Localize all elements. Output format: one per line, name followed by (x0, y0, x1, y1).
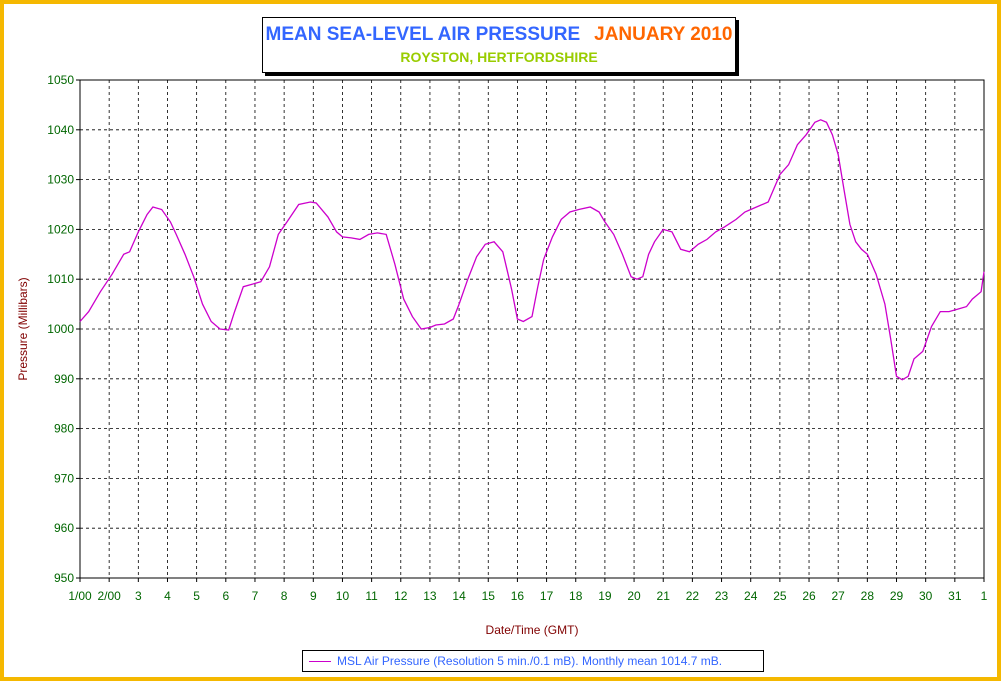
legend: MSL Air Pressure (Resolution 5 min./0.1 … (302, 650, 764, 672)
y-tick-label: 1050 (47, 73, 74, 87)
x-tick-label: 6 (222, 589, 229, 603)
title-box: MEAN SEA-LEVEL AIR PRESSURE JANUARY 2010 … (262, 17, 736, 73)
y-tick-label: 960 (54, 521, 74, 535)
x-axis-ticks: 1/00 2/00 3 4 5 6 7 8 9 10 11 12 13 14 15 16 17 18 19 20 21 2… (68, 578, 988, 603)
y-tick-label: 980 (54, 422, 74, 436)
title-line: MEAN SEA-LEVEL AIR PRESSURE JANUARY 2010 (263, 24, 735, 46)
x-tick-label: 5 (193, 589, 200, 603)
x-tick-label: 28 (861, 589, 875, 603)
x-tick-label: 3 (135, 589, 142, 603)
y-axis-title: Pressure (Millibars) (16, 277, 30, 380)
legend-swatch (309, 660, 331, 662)
y-tick-label: 990 (54, 372, 74, 386)
y-tick-label: 1010 (47, 272, 74, 286)
x-tick-label: 1 (981, 589, 988, 603)
x-tick-label: 31 (948, 589, 962, 603)
y-tick-label: 1030 (47, 173, 74, 187)
series-line-msl-pressure (79, 119, 985, 381)
x-tick-label: 7 (252, 589, 259, 603)
x-tick-label: 4 (164, 589, 171, 603)
x-tick-label: 24 (744, 589, 758, 603)
chart-subtitle: ROYSTON, HERTFORDSHIRE (400, 49, 598, 65)
x-tick-label: 10 (336, 589, 350, 603)
y-tick-label: 1040 (47, 123, 74, 137)
x-tick-label: 1/00 (68, 589, 92, 603)
chart-title: MEAN SEA-LEVEL AIR PRESSURE (265, 24, 581, 45)
x-tick-label: 26 (802, 589, 816, 603)
x-axis-title: Date/Time (GMT) (486, 623, 579, 637)
x-tick-label: 12 (394, 589, 408, 603)
legend-entry: MSL Air Pressure (Resolution 5 min./0.1 … (337, 654, 723, 668)
y-axis-ticks: 950 960 970 980 990 1000 1010 1020 1030 1040 1050 (47, 73, 80, 585)
x-tick-label: 17 (540, 589, 554, 603)
x-tick-label: 21 (657, 589, 671, 603)
x-tick-label: 23 (715, 589, 729, 603)
x-tick-label: 8 (281, 589, 288, 603)
x-tick-label: 25 (773, 589, 787, 603)
y-tick-label: 950 (54, 571, 74, 585)
y-tick-label: 970 (54, 471, 74, 485)
x-tick-label: 11 (365, 589, 378, 603)
x-tick-label: 29 (890, 589, 904, 603)
x-tick-label: 9 (310, 589, 317, 603)
x-tick-label: 22 (686, 589, 700, 603)
x-tick-label: 18 (569, 589, 583, 603)
x-tick-label: 27 (832, 589, 846, 603)
x-tick-label: 16 (511, 589, 525, 603)
x-tick-label: 14 (452, 589, 466, 603)
grid (80, 80, 984, 578)
y-tick-label: 1020 (47, 222, 74, 236)
x-tick-label: 19 (598, 589, 612, 603)
x-tick-label: 15 (482, 589, 496, 603)
x-tick-label: 30 (919, 589, 933, 603)
x-tick-label: 2/00 (97, 589, 121, 603)
chart-title-month: JANUARY 2010 (594, 24, 733, 45)
x-tick-label: 20 (627, 589, 641, 603)
y-tick-label: 1000 (47, 322, 74, 336)
x-tick-label: 13 (423, 589, 437, 603)
